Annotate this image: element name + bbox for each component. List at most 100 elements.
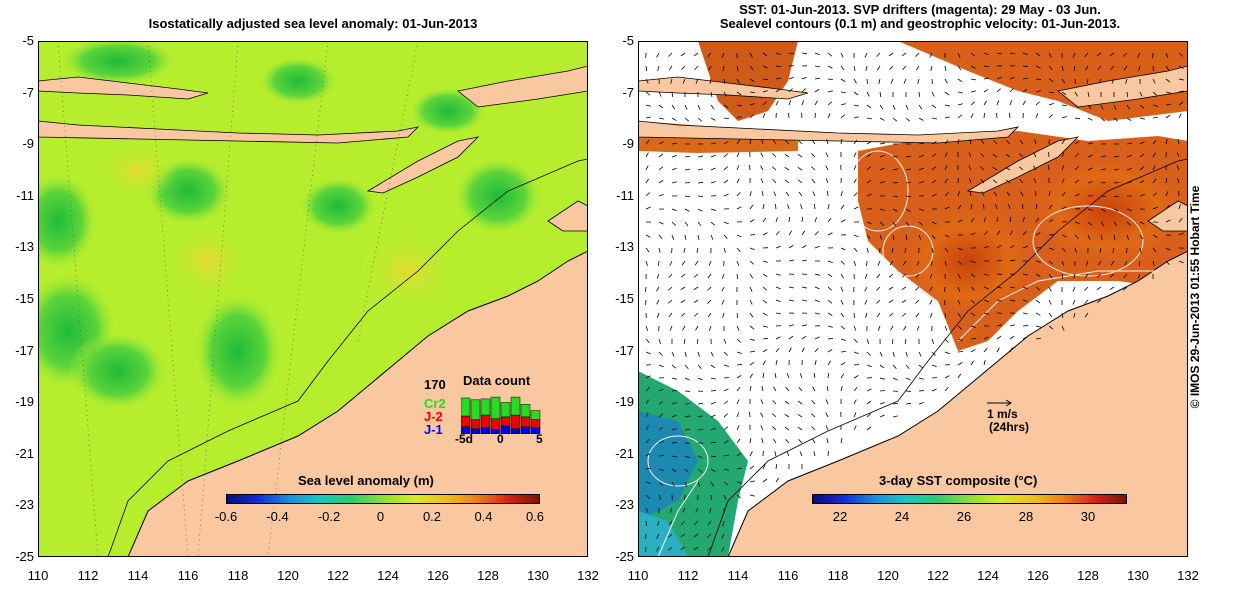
velocity-arrow <box>645 78 649 84</box>
velocity-arrow <box>680 273 686 278</box>
velocity-arrow <box>916 325 920 331</box>
velocity-arrow <box>695 325 699 331</box>
velocity-arrow <box>723 481 729 486</box>
velocity-arrow <box>970 101 976 106</box>
velocity-arrow <box>722 520 725 526</box>
velocity-arrow <box>721 286 725 292</box>
velocity-arrow <box>671 481 675 487</box>
velocity-arrow <box>645 399 649 405</box>
velocity-arrow <box>957 260 962 265</box>
velocity-arrow <box>814 100 818 106</box>
velocity-arrow <box>1009 335 1015 340</box>
velocity-arrow <box>1048 78 1054 82</box>
histogram-bar <box>470 399 481 420</box>
velocity-arrow <box>697 455 703 459</box>
velocity-arrow <box>645 453 651 457</box>
velocity-arrow <box>983 52 989 56</box>
velocity-arrow <box>736 192 741 197</box>
velocity-arrow <box>970 232 976 236</box>
velocity-arrow <box>710 455 716 458</box>
velocity-arrow <box>866 166 871 171</box>
velocity-arrow <box>840 191 843 197</box>
velocity-arrow <box>915 52 920 57</box>
velocity-arrow <box>788 52 795 55</box>
velocity-arrow <box>931 260 933 267</box>
velocity-arrow <box>784 179 790 184</box>
velocity-arrow <box>1165 260 1170 265</box>
velocity-arrow <box>658 440 664 444</box>
velocity-arrow <box>645 425 649 431</box>
velocity-arrow <box>1087 117 1093 121</box>
velocity-arrow <box>1005 179 1011 184</box>
velocity-arrow <box>736 386 741 392</box>
velocity-arrow <box>840 286 844 292</box>
velocity-arrow <box>736 351 742 354</box>
velocity-arrow <box>853 247 858 253</box>
velocity-arrow <box>916 260 920 266</box>
velocity-arrow <box>799 451 803 457</box>
velocity-arrow <box>901 52 907 57</box>
velocity-arrow <box>1110 260 1115 266</box>
velocity-arrow <box>915 286 920 291</box>
velocity-arrow <box>1022 100 1026 106</box>
velocity-arrow <box>957 299 961 305</box>
velocity-arrow <box>788 88 793 93</box>
velocity-arrow <box>879 234 883 240</box>
velocity-arrow <box>814 245 820 249</box>
velocity-arrow <box>1074 117 1081 120</box>
velocity-arrow <box>827 90 833 93</box>
velocity-arrow <box>1009 347 1013 353</box>
velocity-arrow <box>918 91 921 98</box>
velocity-arrow <box>929 273 933 279</box>
velocity-arrow <box>929 52 933 58</box>
velocity-arrow <box>876 52 881 57</box>
velocity-arrow <box>811 153 816 158</box>
velocity-arrow <box>1074 78 1077 85</box>
velocity-arrow <box>892 182 899 184</box>
velocity-arrow <box>890 325 894 331</box>
velocity-arrow <box>931 234 936 240</box>
velocity-arrow <box>772 166 777 171</box>
velocity-arrow <box>917 78 920 84</box>
velocity-arrow <box>814 77 820 80</box>
velocity-arrow <box>957 191 960 197</box>
velocity-arrow <box>902 260 907 266</box>
velocity-arrow <box>983 299 989 303</box>
velocity-arrow <box>1022 336 1028 340</box>
velocity-arrow <box>749 114 754 119</box>
velocity-arrow <box>840 103 846 106</box>
velocity-arrow <box>775 360 778 366</box>
velocity-arrow <box>918 142 924 145</box>
velocity-arrow <box>980 166 985 171</box>
x-tick-label: 120 <box>877 568 899 583</box>
velocity-arrow <box>1165 78 1171 83</box>
velocity-arrow <box>931 364 937 368</box>
velocity-arrow <box>1086 78 1089 84</box>
velocity-arrow <box>736 375 742 379</box>
velocity-arrow <box>1152 192 1157 197</box>
velocity-arrow <box>827 52 833 57</box>
velocity-arrow <box>1035 312 1041 316</box>
velocity-arrow <box>827 360 832 366</box>
velocity-arrow <box>671 208 677 212</box>
velocity-arrow <box>761 386 764 392</box>
velocity-arrow <box>1126 142 1133 145</box>
velocity-arrow <box>774 373 777 379</box>
velocity-arrow <box>786 451 790 457</box>
velocity-arrow <box>658 153 664 158</box>
velocity-arrow <box>905 155 911 158</box>
velocity-arrow <box>983 217 986 223</box>
velocity-arrow <box>931 153 937 158</box>
velocity-arrow <box>1100 181 1107 184</box>
velocity-arrow <box>645 116 651 119</box>
velocity-arrow <box>694 520 699 525</box>
velocity-arrow <box>645 467 652 470</box>
y-tick-label: -11 <box>616 187 634 203</box>
velocity-arrow <box>736 234 742 238</box>
velocity-arrow <box>905 402 912 405</box>
velocity-arrow <box>944 65 947 71</box>
velocity-arrow <box>1009 259 1015 262</box>
velocity-arrow <box>762 260 768 263</box>
velocity-arrow <box>918 234 922 240</box>
velocity-arrow <box>983 65 990 68</box>
